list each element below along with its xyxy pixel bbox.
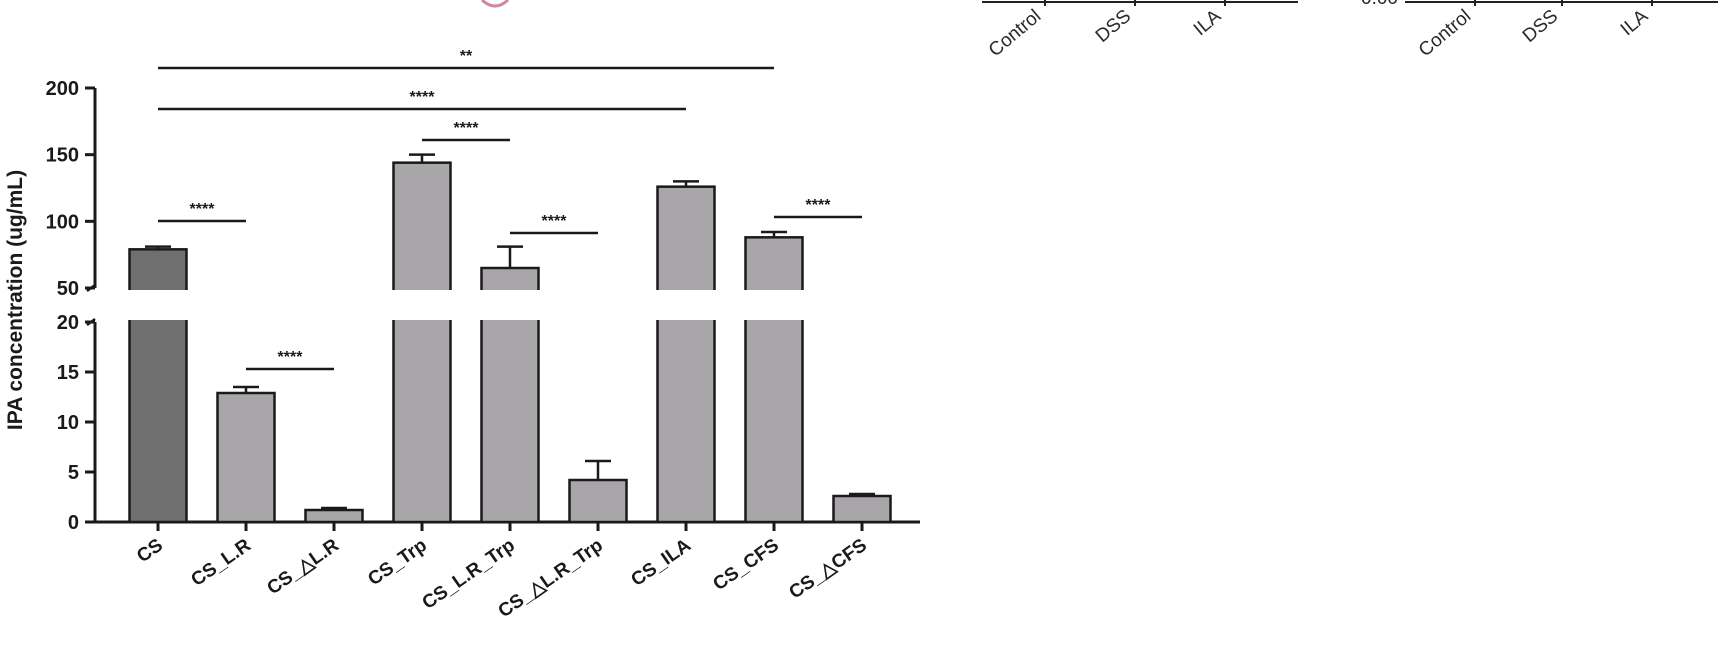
y-upper-tick-label: 100 xyxy=(46,211,79,233)
y-lower-tick-label: 5 xyxy=(68,462,79,484)
bar xyxy=(744,236,804,524)
axis-break-band xyxy=(99,290,924,320)
bar xyxy=(304,508,364,524)
y-lower-tick-label: 0 xyxy=(68,512,79,534)
cropped-panel-b-tick-label: 0.00 xyxy=(1361,0,1398,9)
ipa-bar-chart: IPA concentration (ug/mL) 0 5 10 15 20 50 100 1… xyxy=(4,48,924,622)
cropped-top-panels: Control DSS ILA 0.00 Control DSS ILA xyxy=(480,0,1718,61)
significance-label: **** xyxy=(454,120,480,137)
y-axis-label: IPA concentration (ug/mL) xyxy=(4,170,27,430)
significance-label: **** xyxy=(410,89,436,106)
category-label: CS_△L.R xyxy=(263,535,343,599)
y-lower-tick-label: 10 xyxy=(57,412,79,434)
y-lower-tick-label: 20 xyxy=(57,312,79,334)
y-upper-tick-label: 200 xyxy=(46,78,79,100)
bar xyxy=(216,391,276,524)
significance-label: **** xyxy=(278,349,304,366)
cropped-panel-b-label: ILA xyxy=(1617,6,1653,41)
cropped-panel-a-label: DSS xyxy=(1092,6,1135,47)
cropped-panel-a-label: ILA xyxy=(1190,6,1226,41)
category-label: CS_ILA xyxy=(627,535,695,591)
error-bars xyxy=(145,153,875,510)
cropped-panel-b-label: DSS xyxy=(1519,6,1562,47)
bar xyxy=(392,161,452,524)
significance-label: **** xyxy=(542,213,568,230)
category-label: CS_△CFS xyxy=(785,535,870,604)
cropped-red-marker xyxy=(480,0,510,8)
significance-label: **** xyxy=(806,197,832,214)
axis-break-gap xyxy=(99,290,924,320)
bars xyxy=(128,161,892,524)
bar xyxy=(656,185,716,524)
significance-label: ** xyxy=(460,48,473,65)
y-upper-tick-label: 150 xyxy=(46,145,79,167)
category-labels: CS CS_L.R CS_△L.R CS_TrpCS_L.R_TrpCS_△L.R_T… xyxy=(133,535,871,623)
cropped-panel-a-label: Control xyxy=(985,6,1045,61)
category-label: CS_Trp xyxy=(364,535,431,590)
category-label: CS_L.R xyxy=(187,535,255,591)
y-upper-tick-label: 50 xyxy=(57,278,79,300)
category-label: CS xyxy=(133,535,167,567)
y-lower-tick-label: 15 xyxy=(57,362,79,384)
significance-label: **** xyxy=(190,201,216,218)
significance-brackets: ************************** xyxy=(158,48,862,371)
cropped-panel-b-label: Control xyxy=(1415,6,1475,61)
category-label: CS_CFS xyxy=(709,535,782,595)
bar xyxy=(832,494,892,524)
bar xyxy=(568,478,628,524)
